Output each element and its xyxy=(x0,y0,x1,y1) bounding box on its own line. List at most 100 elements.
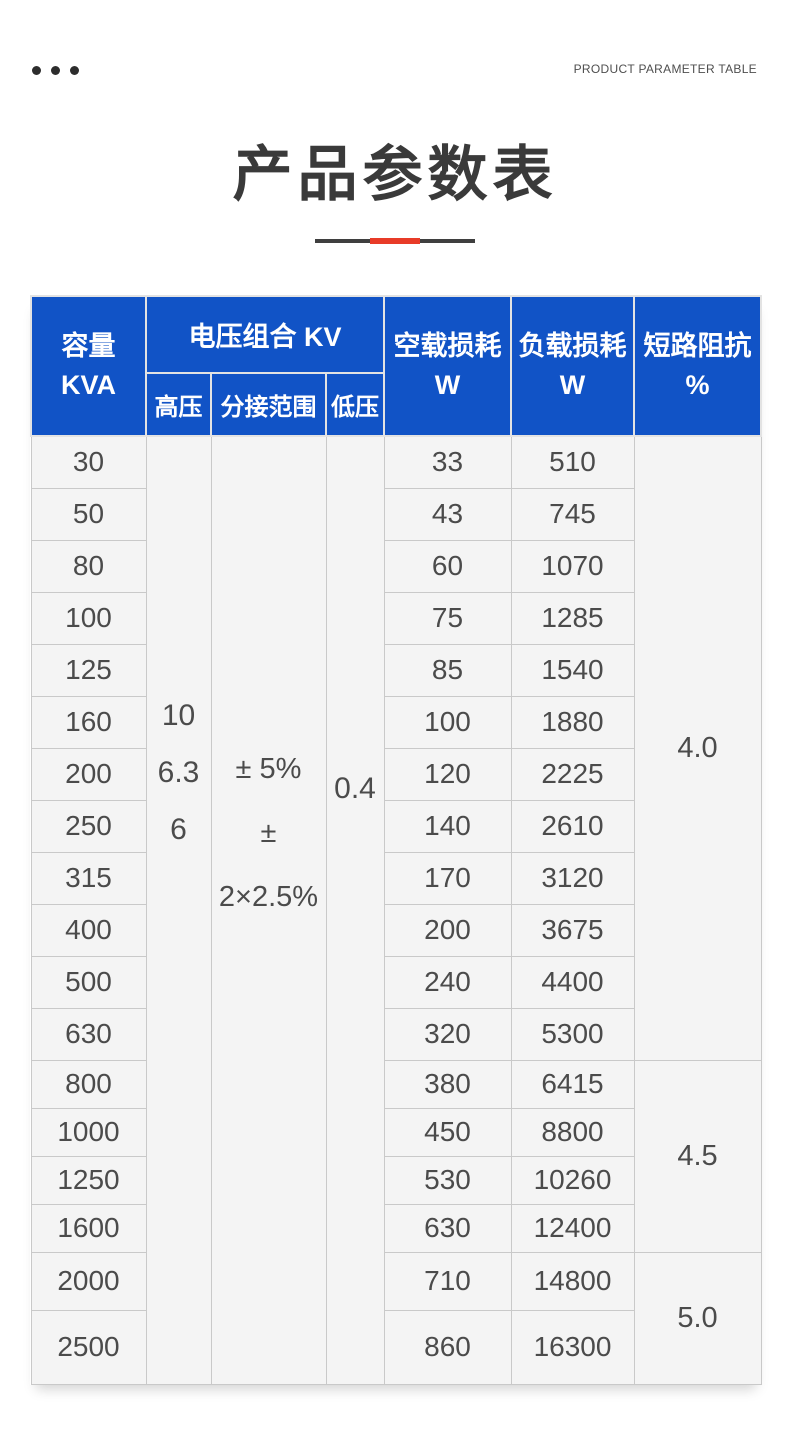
hv-value: 6.3 xyxy=(157,756,200,789)
load-loss-cell: 2610 xyxy=(510,799,635,853)
page-title: 产品参数表 xyxy=(232,141,558,208)
header-capacity-line2: KVA xyxy=(60,370,116,400)
table-row: 800 380 6415 4.5 xyxy=(30,1059,762,1253)
no-load-loss-cell: 860 xyxy=(383,1309,512,1385)
no-load-loss-cell: 75 xyxy=(383,591,512,645)
load-loss-cell: 745 xyxy=(510,487,635,541)
header-impedance: 短路阻抗 % xyxy=(633,295,762,437)
no-load-loss-cell: 320 xyxy=(383,1007,512,1061)
table-row: 50 43 745 xyxy=(30,487,761,541)
table-row: 1250 530 10260 xyxy=(30,1155,761,1205)
no-load-loss-cell: 530 xyxy=(383,1155,512,1205)
impedance-merged-cell: 4.0 xyxy=(633,435,762,1061)
table-row: 1600 630 12400 xyxy=(30,1203,761,1253)
capacity-cell: 500 xyxy=(30,955,147,1009)
table-row: 500 240 4400 xyxy=(30,955,761,1009)
table-row: 160 100 1880 xyxy=(30,695,761,749)
table-row: 200 120 2225 xyxy=(30,747,761,801)
no-load-loss-cell: 450 xyxy=(383,1107,512,1157)
no-load-loss-cell: 710 xyxy=(383,1251,512,1311)
load-loss-cell: 3120 xyxy=(510,851,635,905)
no-load-loss-cell: 140 xyxy=(383,799,512,853)
no-load-loss-cell: 380 xyxy=(383,1059,512,1109)
capacity-cell: 400 xyxy=(30,903,147,957)
tap-value: ± 2×2.5% xyxy=(218,817,319,913)
header-voltage-group: 电压组合 KV xyxy=(145,295,385,374)
capacity-cell: 315 xyxy=(30,851,147,905)
header-load-line2: W xyxy=(559,370,586,400)
impedance-merged-cell: 4.5 xyxy=(633,1059,762,1253)
table-row: 80 60 1070 xyxy=(30,539,761,593)
capacity-cell: 2000 xyxy=(30,1251,147,1311)
impedance-merged-cell: 5.0 xyxy=(633,1251,762,1385)
header-load-loss: 负载损耗 W xyxy=(510,295,635,437)
top-right-label: PRODUCT PARAMETER TABLE xyxy=(573,62,757,76)
title-underline-accent xyxy=(370,238,420,244)
table-row: 315 170 3120 xyxy=(30,851,761,905)
load-loss-cell: 5300 xyxy=(510,1007,635,1061)
no-load-loss-cell: 43 xyxy=(383,487,512,541)
no-load-loss-cell: 33 xyxy=(383,435,512,489)
load-loss-cell: 8800 xyxy=(510,1107,635,1157)
load-loss-cell: 6415 xyxy=(510,1059,635,1109)
product-parameter-table: 容量 KVA 电压组合 KV 空载损耗 W 负载损耗 W 短路阻抗 % 高压 分… xyxy=(30,295,762,1385)
lv-value: 0.4 xyxy=(334,772,376,805)
no-load-loss-cell: 100 xyxy=(383,695,512,749)
load-loss-cell: 510 xyxy=(510,435,635,489)
table-row: 125 85 1540 xyxy=(30,643,761,697)
header-no-load-line2: W xyxy=(434,370,461,400)
capacity-cell: 160 xyxy=(30,695,147,749)
header-capacity-line1: 容量 xyxy=(61,331,116,361)
load-loss-cell: 10260 xyxy=(510,1155,635,1205)
table-row: 100 75 1285 xyxy=(30,591,761,645)
capacity-cell: 1600 xyxy=(30,1203,147,1253)
capacity-cell: 250 xyxy=(30,799,147,853)
lv-merged-cell: 0.4 xyxy=(325,435,385,1385)
capacity-cell: 100 xyxy=(30,591,147,645)
load-loss-cell: 1880 xyxy=(510,695,635,749)
header-load-line1: 负载损耗 xyxy=(518,331,627,361)
header-impedance-line2: % xyxy=(685,370,710,400)
no-load-loss-cell: 120 xyxy=(383,747,512,801)
header-no-load-line1: 空载损耗 xyxy=(393,331,502,361)
no-load-loss-cell: 240 xyxy=(383,955,512,1009)
no-load-loss-cell: 85 xyxy=(383,643,512,697)
table-row: 630 320 5300 xyxy=(30,1007,761,1061)
load-loss-cell: 16300 xyxy=(510,1309,635,1385)
dot-icon xyxy=(32,66,41,75)
table-row: 2000 710 14800 5.0 xyxy=(30,1251,762,1385)
hv-value: 6 xyxy=(170,813,187,846)
hv-merged-cell: 10 6.3 6 xyxy=(145,435,212,1385)
no-load-loss-cell: 630 xyxy=(383,1203,512,1253)
header-hv: 高压 xyxy=(145,372,212,437)
capacity-cell: 630 xyxy=(30,1007,147,1061)
capacity-cell: 1000 xyxy=(30,1107,147,1157)
load-loss-cell: 1540 xyxy=(510,643,635,697)
header-capacity: 容量 KVA xyxy=(30,295,147,437)
capacity-cell: 125 xyxy=(30,643,147,697)
load-loss-cell: 2225 xyxy=(510,747,635,801)
hv-value: 10 xyxy=(161,699,196,732)
capacity-cell: 200 xyxy=(30,747,147,801)
capacity-cell: 30 xyxy=(30,435,147,489)
capacity-cell: 2500 xyxy=(30,1309,147,1385)
load-loss-cell: 4400 xyxy=(510,955,635,1009)
header-no-load-loss: 空载损耗 W xyxy=(383,295,512,437)
ellipsis-icon xyxy=(32,66,79,75)
capacity-cell: 1250 xyxy=(30,1155,147,1205)
table-row: 250 140 2610 xyxy=(30,799,761,853)
no-load-loss-cell: 60 xyxy=(383,539,512,593)
load-loss-cell: 14800 xyxy=(510,1251,635,1311)
dot-icon xyxy=(70,66,79,75)
tap-range-merged-cell: ± 5% ± 2×2.5% xyxy=(210,435,327,1385)
capacity-cell: 50 xyxy=(30,487,147,541)
capacity-cell: 800 xyxy=(30,1059,147,1109)
no-load-loss-cell: 200 xyxy=(383,903,512,957)
header-tap-range: 分接范围 xyxy=(210,372,327,437)
table-row: 1000 450 8800 xyxy=(30,1107,761,1157)
header-impedance-line1: 短路阻抗 xyxy=(643,331,752,361)
capacity-cell: 80 xyxy=(30,539,147,593)
tap-value: ± 5% xyxy=(235,753,302,785)
dot-icon xyxy=(51,66,60,75)
load-loss-cell: 1070 xyxy=(510,539,635,593)
